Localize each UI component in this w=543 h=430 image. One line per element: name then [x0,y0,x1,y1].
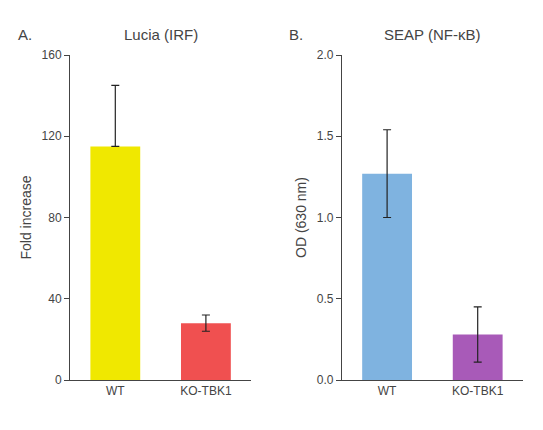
svg-text:Lucia (IRF): Lucia (IRF) [124,26,198,43]
svg-text:OD (630 nm): OD (630 nm) [293,177,309,258]
svg-text:40: 40 [48,292,62,306]
svg-text:A.: A. [18,26,32,43]
svg-text:2.0: 2.0 [317,48,334,62]
svg-text:120: 120 [42,129,62,143]
svg-text:Fold increase: Fold increase [18,175,34,259]
svg-text:0.5: 0.5 [317,292,334,306]
svg-text:1.0: 1.0 [317,211,334,225]
svg-text:KO-TBK1: KO-TBK1 [180,384,232,398]
svg-text:0.0: 0.0 [317,373,334,387]
svg-text:KO-TBK1: KO-TBK1 [452,384,504,398]
svg-text:80: 80 [48,211,62,225]
svg-text:WT: WT [378,384,397,398]
svg-text:SEAP (NF-κB): SEAP (NF-κB) [384,26,480,43]
svg-text:WT: WT [106,384,125,398]
svg-text:1.5: 1.5 [317,129,334,143]
svg-text:160: 160 [42,48,62,62]
svg-text:B.: B. [289,26,303,43]
svg-text:0: 0 [55,373,62,387]
